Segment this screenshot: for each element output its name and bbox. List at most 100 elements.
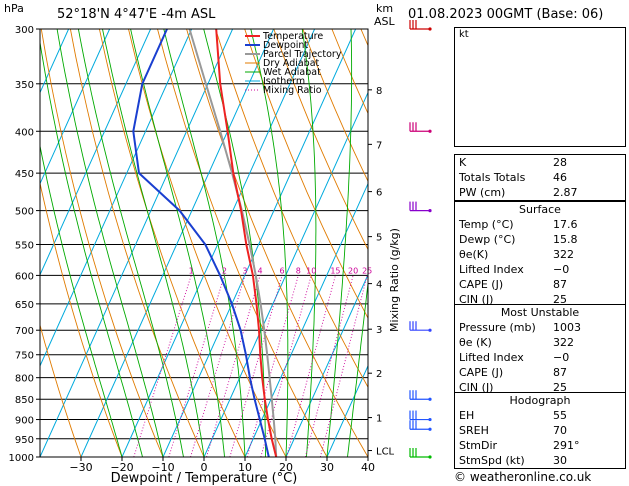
wet-adiabat-line xyxy=(347,279,368,457)
index-row: Temp (°C) 17.6 xyxy=(455,217,625,232)
isotherm-line xyxy=(80,29,275,457)
pressure-tick-label: 750 xyxy=(15,351,34,362)
temperature-tick-label: 20 xyxy=(279,461,293,474)
index-value: 46 xyxy=(553,171,567,184)
hodograph-rows: EH 55 SREH 70 StmDir 291° StmSpd (kt) 30 xyxy=(455,408,625,468)
km-tick-label: 7 xyxy=(376,140,382,151)
pressure-tick-label: 950 xyxy=(15,435,34,446)
index-label: K xyxy=(459,156,467,169)
temperature-line xyxy=(215,29,278,457)
index-label: CAPE (J) xyxy=(459,278,504,291)
isotherm-line xyxy=(285,273,368,457)
pressure-tick-label: 600 xyxy=(15,271,34,282)
index-value: 55 xyxy=(553,409,567,422)
most-unstable-rows: Pressure (mb) 1003 θe (K) 322 Lifted Index −0… xyxy=(455,320,625,395)
index-label: Lifted Index xyxy=(459,263,524,276)
indices-hodograph-box: Hodograph EH 55 SREH 70 StmDir 291° StmSpd (kt… xyxy=(454,392,626,469)
legend-entry: Isotherm xyxy=(263,76,305,87)
km-tick-label: 3 xyxy=(376,325,382,336)
km-tick-label: 1 xyxy=(376,414,382,425)
mixing-ratio-line xyxy=(304,275,354,457)
pressure-tick-label: 700 xyxy=(15,326,34,337)
dry-adiabat-line xyxy=(302,29,368,183)
index-value: 2.87 xyxy=(553,186,578,199)
index-label: Pressure (mb) xyxy=(459,321,536,334)
legend-entry: Mixing Ratio xyxy=(263,85,322,96)
index-label: CIN (J) xyxy=(459,293,494,306)
dry-adiabat-line xyxy=(244,29,368,319)
index-row: SREH 70 xyxy=(455,423,625,438)
dewpoint-line xyxy=(132,29,270,457)
index-label: CIN (J) xyxy=(459,381,494,394)
pressure-tick-label: 450 xyxy=(15,169,34,180)
index-value: 322 xyxy=(553,248,574,261)
pressure-tick-label: 300 xyxy=(15,25,34,36)
pressure-tick-label: 500 xyxy=(15,207,34,218)
wet-adiabat-line xyxy=(301,29,317,457)
datetime-label: 01.08.2023 00GMT (Base: 06) xyxy=(408,7,604,22)
index-label: θe (K) xyxy=(459,336,492,349)
mixing-ratio-label: 8 xyxy=(296,266,301,275)
index-row: StmDir 291° xyxy=(455,438,625,453)
index-label: PW (cm) xyxy=(459,186,506,199)
km-tick-label: 8 xyxy=(376,86,382,97)
surface-title: Surface xyxy=(519,203,561,216)
index-value: 25 xyxy=(553,293,567,306)
index-value: 87 xyxy=(553,366,567,379)
indices-general-box: K 28 Totals Totals 46 PW (cm) 2.87 xyxy=(454,154,626,201)
wind-barb-dot xyxy=(428,417,432,422)
wind-barb xyxy=(409,20,432,31)
isotherm-line xyxy=(40,29,234,457)
isotherm-line xyxy=(121,29,316,457)
index-value: 15.8 xyxy=(553,233,578,246)
isotherm-line xyxy=(40,29,111,185)
indices-surface-box: Surface Temp (°C) 17.6 Dewp (°C) 15.8 θe(K) 3… xyxy=(454,201,626,308)
km-tick-label: 5 xyxy=(376,233,382,244)
index-value: −0 xyxy=(553,263,570,276)
isotherm-line xyxy=(203,91,368,457)
wet-adiabat-line xyxy=(102,29,205,457)
asl-unit-label: ASL xyxy=(374,15,395,28)
indices-most-unstable-box: Most Unstable Pressure (mb) 1003 θe (K) 322… xyxy=(454,304,626,396)
temperature-tick-label: −10 xyxy=(151,461,174,474)
mixing-ratio-label: 2 xyxy=(222,266,227,275)
km-tick-label: LCL xyxy=(376,447,395,458)
mixing-ratio-label: 4 xyxy=(257,266,262,275)
index-row: Lifted Index −0 xyxy=(455,262,625,277)
wind-barb-dot xyxy=(428,129,432,133)
index-label: Dewp (°C) xyxy=(459,233,516,246)
mixing-ratio-line xyxy=(319,275,368,457)
x-axis-label: Dewpoint / Temperature (°C) xyxy=(111,471,298,486)
pressure-tick-label: 900 xyxy=(15,416,34,427)
temperature-tick-label: 30 xyxy=(320,461,334,474)
wind-barb xyxy=(409,448,432,459)
index-row: CAPE (J) 87 xyxy=(455,365,625,380)
index-label: Lifted Index xyxy=(459,351,524,364)
isotherm-line xyxy=(40,29,70,94)
dry-adiabat-line xyxy=(273,29,368,251)
temperature-tick-label: 40 xyxy=(361,461,375,474)
wet-adiabat-line xyxy=(326,29,353,457)
index-label: θe(K) xyxy=(459,248,489,261)
dry-adiabat-line xyxy=(215,29,368,389)
mixing-ratio-line xyxy=(206,275,261,457)
temperature-tick-label: −30 xyxy=(69,461,92,474)
index-row: CAPE (J) 87 xyxy=(455,277,625,292)
wind-barb xyxy=(409,390,432,401)
wet-adiabat-line xyxy=(77,29,184,457)
mixing-ratio-label: 6 xyxy=(280,266,285,275)
wind-barb-dot xyxy=(428,27,432,31)
wind-barb-dot xyxy=(428,397,432,401)
index-row: K 28 xyxy=(455,155,625,170)
index-value: 322 xyxy=(553,336,574,349)
wind-barb-dot xyxy=(428,455,432,459)
index-label: Temp (°C) xyxy=(459,218,514,231)
hodograph-title: Hodograph xyxy=(509,394,571,407)
wind-barb-dot xyxy=(428,208,432,213)
pressure-tick-label: 350 xyxy=(15,80,34,91)
copyright-footer: © weatheronline.co.uk xyxy=(454,470,592,484)
plot-area xyxy=(40,29,368,457)
index-label: Totals Totals xyxy=(459,171,526,184)
mixing-ratio-label: 10 xyxy=(306,266,316,275)
wet-adiabat-line xyxy=(203,29,266,457)
